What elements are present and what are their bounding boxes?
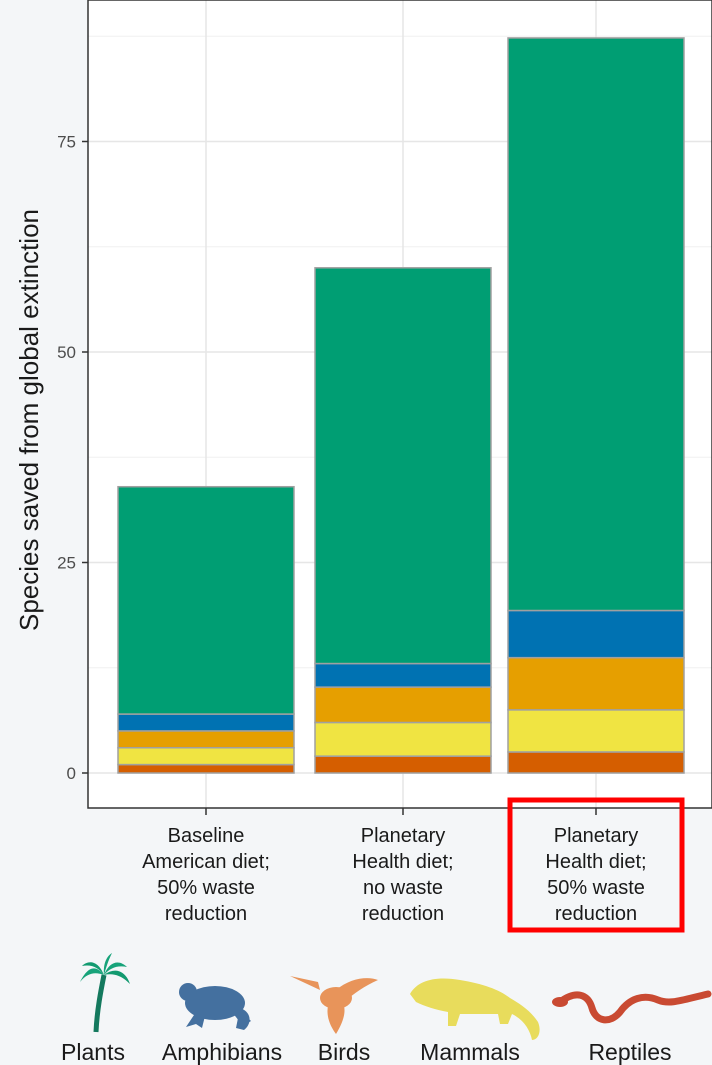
bar-plants-1 [314,267,492,665]
plot-panel-border [87,0,712,809]
mammal-icon [410,978,540,1040]
x-category-label-2: Planetary Health diet; 50% waste reduction [545,825,646,925]
bar-amphibians-2 [507,609,685,659]
x-category-label-1: Planetary Health diet; no waste reduction [352,825,453,925]
highlight-box [507,797,685,933]
y-tick-label-1: 25 [57,554,76,573]
x-axis: Baseline American diet; 50% waste reduction… [142,808,647,925]
bar-plants-0 [117,485,295,715]
legend-label-reptiles: Reptiles [588,1039,671,1065]
y-tick-label-3: 75 [57,133,76,152]
bar-mammals-1 [314,721,492,757]
frog-icon [179,983,251,1030]
y-tick-label-0: 0 [67,764,76,783]
bar-reptiles-2 [507,751,685,774]
bar-birds-0 [117,730,295,749]
legend-label-amphibians: Amphibians [162,1039,282,1065]
bar-birds-1 [314,686,492,724]
bar-amphibians-1 [314,662,492,688]
y-axis: 0 25 50 75 [57,133,88,783]
legend-label-birds: Birds [318,1039,370,1065]
legend: Plants Amphibians Birds Mammals Reptiles [61,953,712,1065]
bar-mammals-2 [507,709,685,753]
snake-icon [552,990,712,1024]
bar-birds-2 [507,656,685,711]
hummingbird-icon [290,976,378,1034]
bar-reptiles-0 [117,763,295,774]
x-category-label-0: Baseline American diet; 50% waste reduction [142,825,270,925]
legend-label-plants: Plants [61,1039,125,1065]
palm-tree-icon [80,953,130,1033]
bars [117,37,685,774]
bar-plants-2 [507,37,685,612]
y-tick-label-2: 50 [57,343,76,362]
bar-reptiles-1 [314,755,492,774]
y-axis-title: Species saved from global extinction [14,209,44,631]
bar-mammals-0 [117,746,295,766]
legend-label-mammals: Mammals [420,1039,520,1065]
bar-amphibians-0 [117,713,295,732]
